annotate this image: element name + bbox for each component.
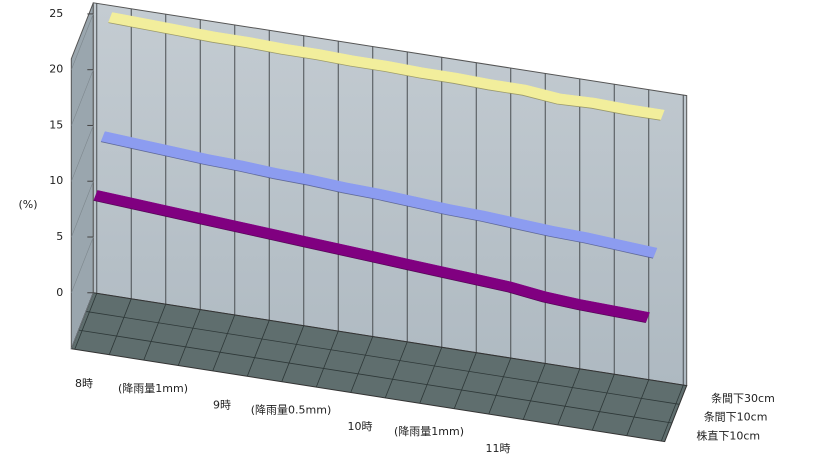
floor-line (177, 309, 201, 366)
grid-line (71, 69, 94, 126)
floor-line (350, 336, 374, 393)
x-tick-label: 10時 (348, 420, 373, 433)
floor-line (660, 384, 684, 442)
floor-line (281, 325, 305, 382)
depth-label: 条間下30cm (711, 391, 775, 405)
floor-line (74, 293, 98, 350)
grid-line (71, 13, 94, 71)
x-tick-label: (降雨量0.5mm) (251, 402, 332, 416)
x-tick-label: 9時 (213, 399, 231, 412)
ribbon-segment (618, 240, 658, 259)
x-tick-label: 8時 (75, 377, 93, 390)
series-line (108, 22, 661, 121)
ribbon-segment (610, 305, 650, 323)
floor-line (78, 329, 673, 424)
y-tick-label: 25 (49, 7, 63, 20)
grid-line (71, 292, 94, 349)
floor-line (315, 330, 339, 388)
floor-line (453, 352, 477, 409)
y-tick-label: 10 (49, 174, 63, 187)
floor-line (522, 363, 546, 420)
y-axis-label: (%) (18, 198, 37, 211)
x-tick-label: 11時 (486, 442, 511, 455)
floor-line (384, 341, 408, 399)
y-tick-label: 15 (49, 118, 63, 131)
y-tick-label: 0 (56, 286, 63, 299)
ribbon-segment (625, 104, 665, 121)
floor-line (626, 379, 650, 436)
floor-line (488, 357, 512, 415)
floor-line (108, 298, 132, 355)
floor-line (85, 311, 680, 405)
floor-line (246, 320, 270, 377)
x-tick-label: (降雨量1mm) (394, 424, 464, 438)
grid-line (71, 181, 94, 238)
floor-line (557, 368, 581, 426)
floor-line (143, 303, 167, 361)
y-tick-label: 20 (49, 63, 63, 76)
depth-label: 株直下10cm (696, 428, 760, 442)
grid-line (71, 125, 94, 182)
floor-line (212, 314, 236, 372)
floor-line (591, 374, 615, 431)
floor-line (419, 347, 443, 404)
series-line (93, 200, 646, 323)
x-tick-label: (降雨量1mm) (118, 381, 188, 395)
grid-line (71, 236, 94, 294)
depth-label: 条間下10cm (704, 410, 768, 424)
side-wall (70, 2, 94, 349)
y-tick-label: 5 (56, 230, 63, 243)
series-line (100, 141, 654, 259)
